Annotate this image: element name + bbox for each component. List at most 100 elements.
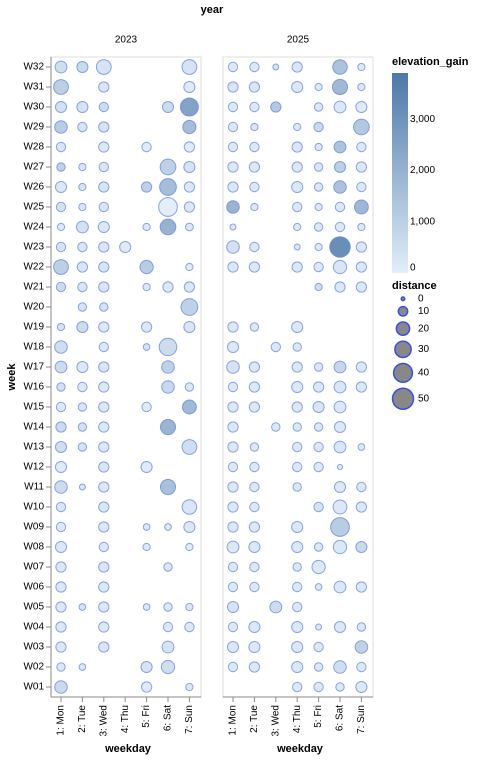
bubble xyxy=(249,181,260,193)
x-tick-label: 7: Sun xyxy=(356,705,367,734)
bubble xyxy=(355,581,368,593)
bubble xyxy=(354,640,369,654)
bubble xyxy=(141,141,152,153)
y-tick-label: W19 xyxy=(23,322,44,333)
bubble xyxy=(357,222,366,232)
bubble xyxy=(291,180,304,194)
bubble xyxy=(78,202,87,212)
bubble xyxy=(227,261,239,273)
bubble xyxy=(250,122,259,132)
bubble xyxy=(313,641,324,653)
bubble xyxy=(98,501,110,513)
bubble xyxy=(98,561,110,573)
bubble xyxy=(248,540,261,554)
bubble xyxy=(98,161,109,173)
y-tick-label: W22 xyxy=(23,262,44,273)
bubble xyxy=(141,401,152,413)
x-tick-label: 2: Tue xyxy=(77,705,88,733)
bubble xyxy=(185,542,194,552)
color-tick-label: 1,000 xyxy=(410,216,435,227)
bubble xyxy=(292,342,302,352)
bubble xyxy=(313,121,324,133)
bubble xyxy=(355,361,368,373)
bubble xyxy=(227,481,239,493)
bubble xyxy=(332,259,348,275)
bubble xyxy=(291,540,304,554)
bubble xyxy=(54,680,68,694)
bubble xyxy=(226,600,240,614)
y-tick-label: W13 xyxy=(23,442,44,453)
bubble xyxy=(291,161,303,173)
bubble xyxy=(357,443,366,451)
bubble xyxy=(293,122,302,132)
bubble xyxy=(249,61,260,73)
y-tick-label: W29 xyxy=(23,122,44,133)
bubble xyxy=(312,400,325,414)
x-tick-label: 5: Fri xyxy=(313,705,324,728)
bubble xyxy=(98,201,109,213)
y-tick-label: W14 xyxy=(23,422,44,433)
y-tick-label: W11 xyxy=(24,482,44,493)
bubble xyxy=(77,241,88,253)
bubble xyxy=(161,380,175,394)
bubble xyxy=(357,62,366,72)
bubble xyxy=(95,59,112,75)
y-tick-label: W26 xyxy=(23,182,44,193)
bubble xyxy=(248,261,261,273)
bubble xyxy=(227,501,239,513)
bubble xyxy=(77,442,88,452)
bubble xyxy=(333,440,347,454)
bubble xyxy=(249,101,260,113)
bubble xyxy=(249,481,260,493)
y-tick-label: W20 xyxy=(23,302,44,313)
y-tick-label: W06 xyxy=(23,582,44,593)
bubble xyxy=(98,361,110,373)
bubble xyxy=(248,361,261,373)
bubble xyxy=(291,620,304,634)
y-tick-label: W05 xyxy=(23,602,44,613)
bubble xyxy=(75,220,89,234)
y-tick-label: W24 xyxy=(23,222,44,233)
bubble xyxy=(333,580,347,594)
bubble xyxy=(56,162,66,172)
bubble xyxy=(55,141,67,153)
bubble xyxy=(270,341,281,353)
bubble xyxy=(78,603,87,611)
bubble xyxy=(291,261,303,273)
bubble xyxy=(314,242,323,252)
bubble xyxy=(184,382,195,392)
bubble xyxy=(313,162,324,172)
bubble xyxy=(333,140,347,154)
bubble xyxy=(333,420,347,434)
facet-label: 2025 xyxy=(287,35,310,46)
bubble xyxy=(226,200,240,214)
y-tick-label: W04 xyxy=(23,622,44,633)
facet-title: year xyxy=(201,4,224,16)
size-legend-symbol xyxy=(395,321,411,336)
bubble xyxy=(98,261,110,273)
bubble xyxy=(181,399,197,415)
bubble xyxy=(55,421,67,433)
bubble xyxy=(98,421,110,433)
bubble xyxy=(55,201,67,213)
bubble xyxy=(98,581,110,593)
y-tick-label: W28 xyxy=(23,142,44,153)
bubble xyxy=(98,121,110,133)
bubble xyxy=(98,481,110,493)
bubble xyxy=(248,620,261,634)
panel xyxy=(222,56,374,698)
bubble xyxy=(77,281,88,293)
bubble xyxy=(336,463,344,471)
bubble xyxy=(313,102,324,112)
bubble xyxy=(229,223,237,231)
bubble xyxy=(54,100,68,114)
size-legend-symbol xyxy=(400,296,406,302)
y-tick-label: W30 xyxy=(23,102,44,113)
bubble xyxy=(249,501,260,513)
bubble xyxy=(313,222,324,232)
bubble xyxy=(77,121,88,133)
x-title: weekday xyxy=(276,743,324,755)
bubble xyxy=(140,460,153,474)
